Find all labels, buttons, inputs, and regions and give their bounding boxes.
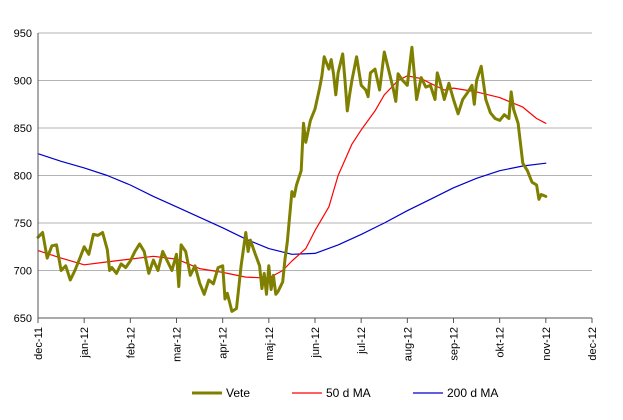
x-tick-label: nov-12 — [541, 327, 553, 361]
y-tick-label: 950 — [14, 28, 32, 40]
x-tick-label: dec-11 — [33, 327, 45, 360]
axes — [37, 33, 593, 323]
series-line-vete — [36, 45, 548, 313]
legend: Vete 50 d MA 200 d MA — [192, 386, 498, 400]
x-tick-label: okt-12 — [495, 327, 507, 358]
legend-label: 200 d MA — [447, 386, 498, 400]
x-tick-label: jan-12 — [79, 327, 91, 359]
x-axis-tick-labels: dec-11 jan-12 feb-12 mar-12 apr-12 maj-12 jun-… — [33, 327, 599, 362]
y-tick-label: 900 — [14, 76, 32, 88]
x-tick-label: mar-12 — [172, 327, 184, 362]
y-tick-label: 700 — [14, 266, 32, 278]
data-series — [36, 45, 548, 313]
x-tick-label: sep-12 — [449, 327, 461, 361]
legend-label: 50 d MA — [326, 386, 371, 400]
x-tick-label: aug-12 — [402, 327, 414, 361]
y-tick-label: 850 — [14, 123, 32, 135]
x-tick-label: jul-12 — [356, 327, 368, 355]
y-axis-tick-labels: 650 700 750 800 850 900 950 — [14, 28, 32, 325]
grid-lines — [38, 32, 592, 271]
x-tick-label: dec-12 — [587, 327, 599, 361]
y-tick-label: 650 — [14, 313, 32, 325]
y-tick-label: 750 — [14, 218, 32, 230]
x-tick-label: jun-12 — [310, 327, 322, 359]
series-line-200-d-ma — [37, 153, 547, 255]
series-line-50-d-ma — [37, 75, 547, 279]
x-tick-label: maj-12 — [264, 327, 276, 361]
x-tick-label: apr-12 — [218, 327, 230, 359]
y-tick-label: 800 — [14, 171, 32, 183]
legend-label: Vete — [226, 386, 250, 400]
x-tick-label: feb-12 — [125, 327, 137, 358]
